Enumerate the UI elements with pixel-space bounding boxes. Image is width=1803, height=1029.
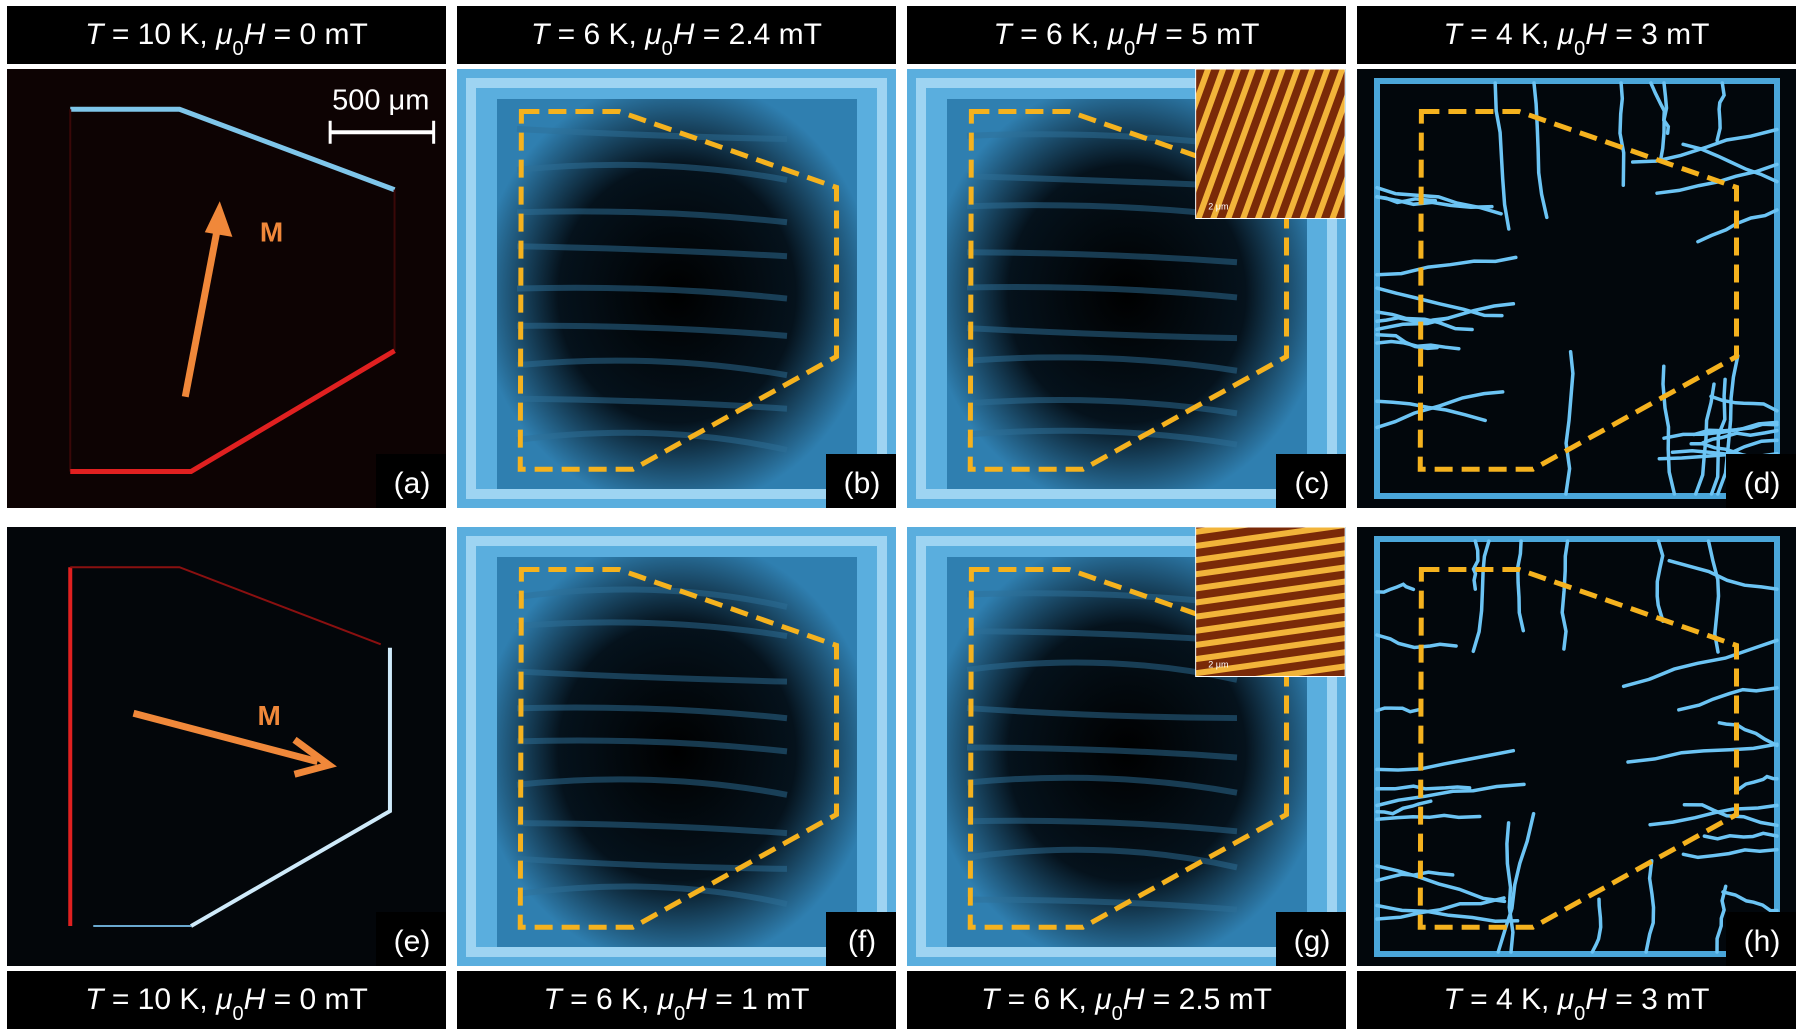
header-part: = 2.4 mT	[694, 18, 822, 51]
header-part: 0	[1574, 38, 1585, 60]
header-part: H	[244, 983, 266, 1016]
header-part: = 4 K,	[1462, 983, 1558, 1016]
header-part: = 5 mT	[1157, 18, 1260, 51]
page: {"headers_top": [ ["T", " = 10 K, ", "μ"…	[0, 0, 1803, 1029]
panel: M (e)	[7, 527, 446, 966]
header-part: = 10 K,	[103, 18, 216, 51]
panel-background	[7, 527, 446, 966]
panel-label: (c)	[1295, 467, 1330, 500]
header-part: = 3 mT	[1607, 983, 1710, 1016]
header-part: = 6 K,	[999, 983, 1095, 1016]
figure: T = 10 K, μ0H = 0 mTT = 10 K, μ0H = 0 mT…	[0, 0, 1803, 1029]
header-part: = 0 mT	[265, 983, 368, 1016]
panel-label: (g)	[1294, 925, 1331, 958]
panel-label: (e)	[394, 925, 431, 958]
panel: (b)	[457, 69, 896, 508]
header-part: H	[244, 18, 266, 51]
header-part: = 3 mT	[1607, 18, 1710, 51]
header-part: H	[1585, 18, 1607, 51]
inset-image	[1196, 527, 1346, 677]
panel: M 500 μm (a)	[7, 69, 446, 508]
panel-label: (a)	[394, 467, 431, 500]
header-part: μ	[1557, 983, 1574, 1016]
header-part: 0	[662, 38, 673, 60]
panel-label: (f)	[848, 925, 876, 958]
header-part: = 4 K,	[1462, 18, 1558, 51]
panel: 2 μm (g)	[907, 527, 1346, 966]
header-part: = 10 K,	[103, 983, 216, 1016]
panel: (f)	[457, 527, 896, 966]
header-part: = 0 mT	[265, 18, 368, 51]
inset-image	[1196, 69, 1346, 219]
header-part: 0	[1124, 38, 1135, 60]
panel: 2 μm (c)	[907, 69, 1346, 508]
header-part: = 6 K,	[549, 18, 645, 51]
header-part: = 6 K,	[1012, 18, 1108, 51]
panel-label: (b)	[844, 467, 881, 500]
header-part: μ	[1557, 18, 1574, 51]
panel: (d)	[1357, 69, 1796, 508]
header-part: 0	[1574, 1003, 1585, 1025]
header-part: 0	[674, 1003, 685, 1025]
header-part: H	[1585, 983, 1607, 1016]
header-part: = 1 mT	[707, 983, 810, 1016]
arrow-label: M	[260, 217, 283, 248]
panel: (h)	[1357, 527, 1796, 966]
header-part: 0	[233, 1003, 244, 1025]
header-part: μ	[1107, 18, 1124, 51]
header-part: H	[685, 983, 707, 1016]
panel-label: (h)	[1744, 925, 1781, 958]
header-part: H	[1135, 18, 1157, 51]
arrow-label: M	[258, 700, 281, 731]
header-part: = 6 K,	[562, 983, 658, 1016]
header-part: 0	[233, 38, 244, 60]
header-part: μ	[215, 18, 232, 51]
inset-scale-label: 2 μm	[1208, 659, 1228, 669]
header-part: H	[1123, 983, 1145, 1016]
sample-interior	[497, 99, 857, 489]
header-part: μ	[657, 983, 674, 1016]
header-part: 0	[1112, 1003, 1123, 1025]
panel-background	[7, 69, 446, 508]
header-part: μ	[644, 18, 661, 51]
header-part: H	[673, 18, 695, 51]
panel-label: (d)	[1744, 467, 1781, 500]
header-part: μ	[1094, 983, 1111, 1016]
header-part: = 2.5 mT	[1144, 983, 1272, 1016]
header-part: μ	[215, 983, 232, 1016]
inset-scale-label: 2 μm	[1208, 201, 1228, 211]
scale-bar-label: 500 μm	[332, 84, 429, 116]
